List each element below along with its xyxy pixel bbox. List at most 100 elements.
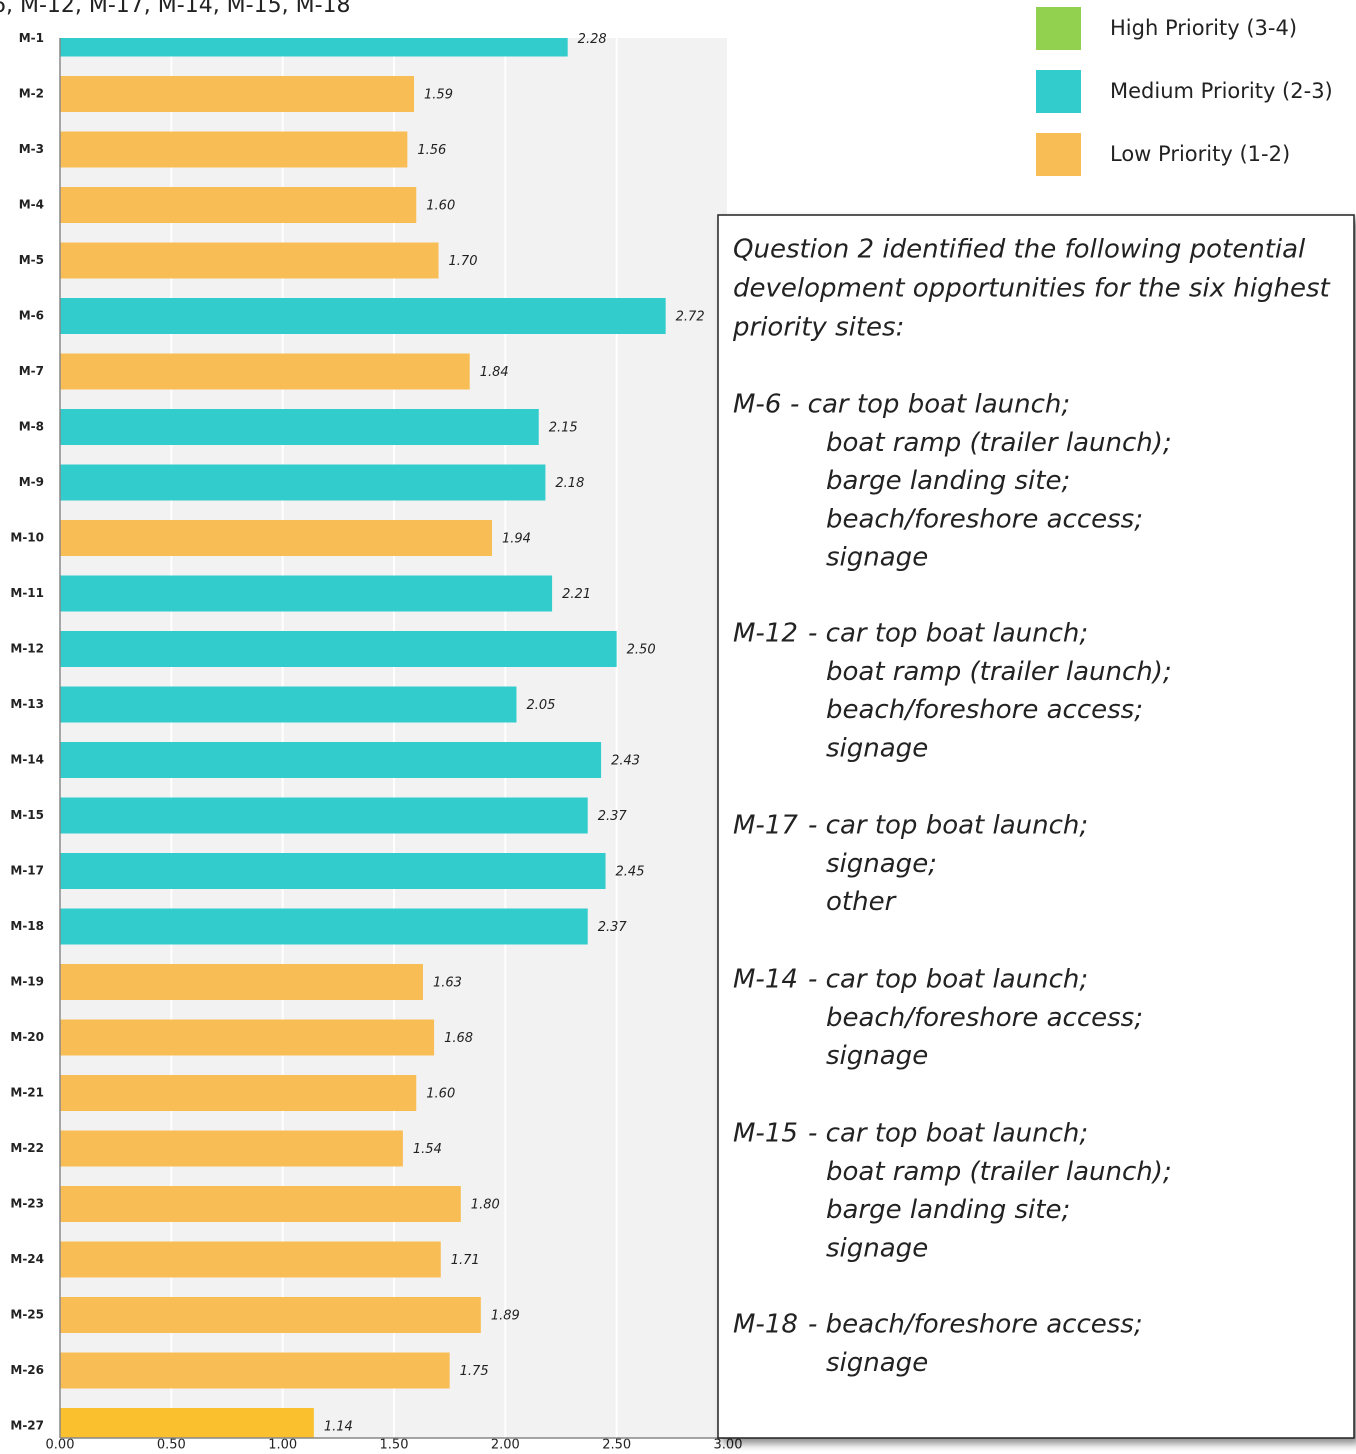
y-tick-label: M-19 xyxy=(10,975,44,989)
y-tick-label: M-6 xyxy=(19,309,44,323)
value-label: 2.37 xyxy=(598,920,628,935)
bar xyxy=(60,131,408,168)
y-tick-label: M-21 xyxy=(10,1086,44,1100)
y-tick-label: M-14 xyxy=(10,753,44,767)
box-line: signage xyxy=(826,1233,928,1263)
box-intro: development opportunities for the six hi… xyxy=(733,274,1330,304)
box-line: signage xyxy=(826,1041,928,1071)
bar xyxy=(60,464,546,501)
box-line: boat ramp (trailer launch); xyxy=(826,428,1172,458)
box-line: - car top boat launch; xyxy=(808,965,1088,995)
y-tick-label: M-1 xyxy=(19,31,44,45)
box-line: other xyxy=(826,887,898,917)
box-line: - car top boat launch; xyxy=(790,390,1070,420)
box-site: M-17 xyxy=(733,811,798,841)
value-label: 1.60 xyxy=(426,1087,455,1102)
bar xyxy=(60,38,568,57)
bar xyxy=(60,853,606,889)
value-label: 2.50 xyxy=(627,643,656,658)
bar xyxy=(60,1297,481,1333)
box-intro: priority sites: xyxy=(732,313,904,343)
bar xyxy=(60,742,602,778)
box-line: boat ramp (trailer launch); xyxy=(826,657,1172,687)
bar xyxy=(60,353,470,390)
box-intro: Question 2 identified the following pote… xyxy=(733,235,1306,265)
box-line: signage xyxy=(826,733,928,763)
y-tick-label: M-22 xyxy=(10,1141,44,1155)
box-line: - beach/foreshore access; xyxy=(808,1310,1143,1340)
y-tick-label: M-25 xyxy=(10,1308,44,1322)
value-label: 1.56 xyxy=(417,143,446,158)
box-line: beach/foreshore access; xyxy=(826,504,1143,534)
box-line: - car top boat launch; xyxy=(808,1119,1088,1149)
box-line: - car top boat launch; xyxy=(808,811,1088,841)
box-site: M-12 xyxy=(733,619,798,649)
value-label: 1.59 xyxy=(424,88,453,103)
legend-label: Medium Priority (2-3) xyxy=(1110,79,1333,103)
value-label: 1.75 xyxy=(460,1364,489,1379)
legend-label: High Priority (3-4) xyxy=(1110,16,1297,40)
bar xyxy=(60,1075,417,1111)
legend-label: Low Priority (1-2) xyxy=(1110,142,1290,166)
box-site: M-15 xyxy=(733,1119,798,1149)
x-tick-label: 0.50 xyxy=(157,1438,186,1453)
value-label: 2.45 xyxy=(616,865,645,880)
bar xyxy=(60,797,588,834)
y-tick-label: M-5 xyxy=(19,253,44,267)
value-label: 2.05 xyxy=(526,698,555,713)
y-tick-label: M-9 xyxy=(19,475,44,489)
bar xyxy=(60,520,492,556)
bar xyxy=(60,1019,435,1056)
bar xyxy=(60,1130,403,1167)
bar xyxy=(60,964,423,1000)
value-label: 1.68 xyxy=(444,1031,473,1046)
bar xyxy=(60,76,415,112)
box-line: barge landing site; xyxy=(826,1195,1070,1225)
y-tick-label: M-26 xyxy=(10,1363,44,1377)
bar xyxy=(60,1241,441,1278)
bar xyxy=(60,575,553,612)
x-tick-label: 1.50 xyxy=(380,1438,409,1453)
y-tick-label: M-8 xyxy=(19,420,44,434)
value-label: 2.37 xyxy=(598,809,628,824)
value-label: 1.60 xyxy=(426,199,455,214)
x-tick-label: 3.00 xyxy=(714,1438,743,1453)
y-tick-label: M-13 xyxy=(10,697,44,711)
x-tick-label: 1.00 xyxy=(268,1438,297,1453)
legend-swatch xyxy=(1036,7,1081,50)
value-label: 1.80 xyxy=(471,1198,500,1213)
y-tick-label: M-23 xyxy=(10,1197,44,1211)
chart-subtitle: 6, M-12, M-17, M-14, M-15, M-18 xyxy=(0,0,351,18)
bar xyxy=(60,187,417,223)
x-tick-label: 0.00 xyxy=(46,1438,75,1453)
bar xyxy=(60,1186,461,1222)
box-site: M-14 xyxy=(733,965,798,995)
y-tick-label: M-12 xyxy=(10,642,44,656)
x-tick-label: 2.00 xyxy=(491,1438,520,1453)
box-line: signage; xyxy=(826,849,937,879)
value-label: 2.15 xyxy=(549,421,578,436)
y-tick-label: M-11 xyxy=(10,586,44,600)
y-tick-label: M-20 xyxy=(10,1030,44,1044)
value-label: 1.70 xyxy=(449,254,478,269)
y-tick-label: M-24 xyxy=(10,1252,44,1266)
bar xyxy=(60,908,588,945)
value-label: 2.28 xyxy=(578,32,607,47)
box-line: signage xyxy=(826,1348,928,1378)
bar xyxy=(60,1408,314,1438)
bar xyxy=(60,1352,450,1389)
value-label: 1.14 xyxy=(324,1420,353,1435)
box-line: beach/foreshore access; xyxy=(826,695,1143,725)
value-label: 2.21 xyxy=(562,587,591,602)
y-tick-label: M-3 xyxy=(19,142,44,156)
box-line: beach/foreshore access; xyxy=(826,1003,1143,1033)
x-tick-label: 2.50 xyxy=(602,1438,631,1453)
bar xyxy=(60,298,666,334)
value-label: 1.54 xyxy=(413,1142,442,1157)
y-tick-label: M-10 xyxy=(10,531,44,545)
bar xyxy=(60,686,517,723)
value-label: 1.84 xyxy=(480,365,509,380)
legend-swatch xyxy=(1036,133,1081,176)
y-tick-label: M-4 xyxy=(19,198,44,212)
